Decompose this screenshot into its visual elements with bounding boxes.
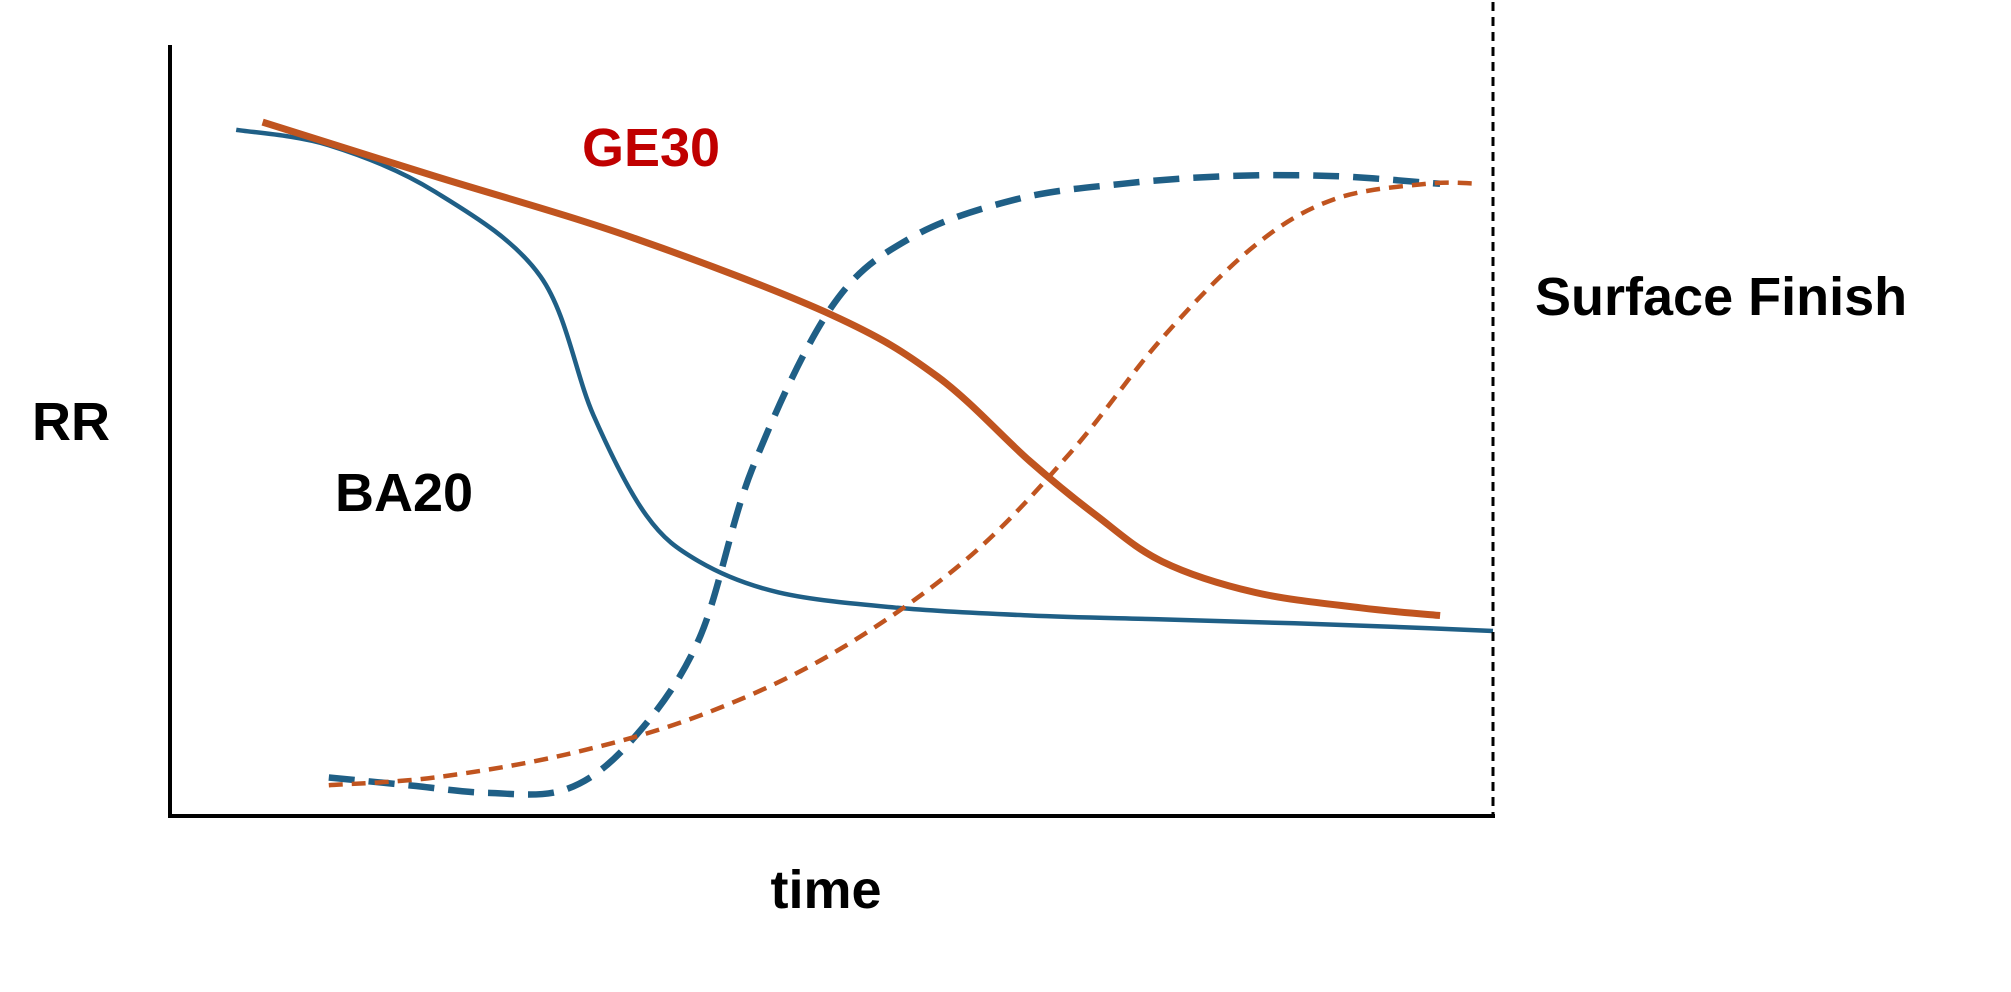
series-line-3: [328, 171, 1441, 798]
series-line-1: [235, 127, 1494, 634]
series-layer: [235, 118, 1494, 798]
annotation-ba20: BA20: [335, 463, 473, 523]
annotation-ge30: GE30: [582, 118, 720, 178]
right-axis-label: Surface Finish: [1535, 267, 1907, 327]
y-axis-label: RR: [32, 392, 110, 452]
series-line-2: [261, 118, 1441, 619]
x-axis-label: time: [770, 860, 881, 920]
series-line-4: [328, 180, 1480, 788]
